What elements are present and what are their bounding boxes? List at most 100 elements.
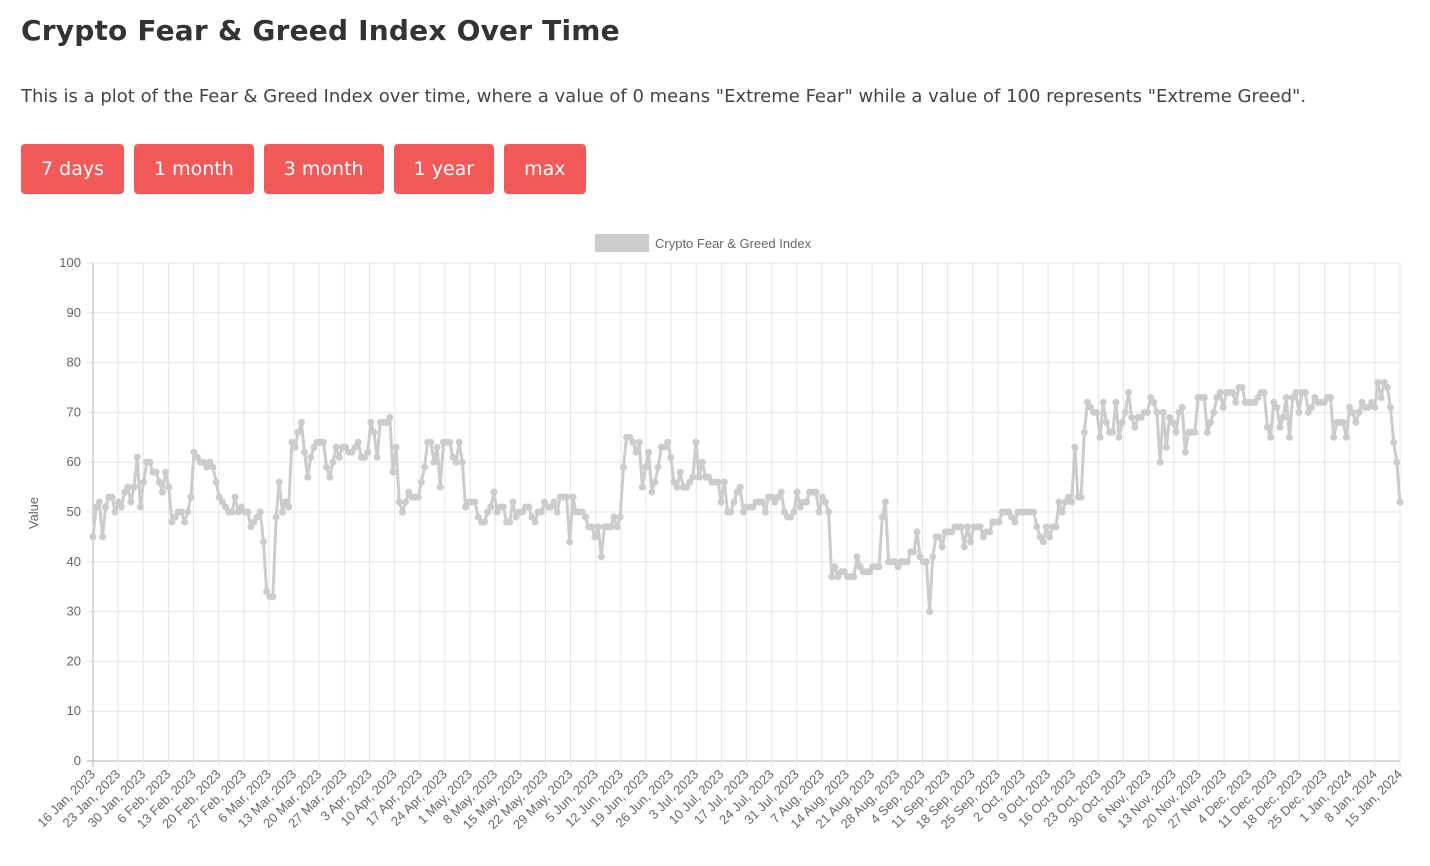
data-point[interactable] [995,518,1003,526]
data-point[interactable] [474,513,482,521]
data-point[interactable] [405,488,413,496]
data-point[interactable] [550,498,558,506]
data-point[interactable] [929,553,937,561]
data-point[interactable] [976,523,984,531]
data-point[interactable] [212,478,220,486]
data-point[interactable] [1039,538,1047,546]
data-point[interactable] [181,518,189,526]
data-point[interactable] [433,443,441,451]
data-point[interactable] [285,503,293,511]
data-point[interactable] [297,418,305,426]
data-point[interactable] [263,588,271,596]
data-point[interactable] [815,508,823,516]
data-point[interactable] [774,493,782,501]
data-point[interactable] [108,493,116,501]
data-point[interactable] [168,518,176,526]
data-point[interactable] [645,448,653,456]
data-point[interactable] [458,458,466,466]
data-point[interactable] [1267,433,1275,441]
data-point[interactable] [351,443,359,451]
data-point[interactable] [654,463,662,471]
data-point[interactable] [1364,403,1372,411]
data-point[interactable] [367,418,375,426]
data-point[interactable] [1339,418,1347,426]
data-point[interactable] [1080,428,1088,436]
data-point[interactable] [310,443,318,451]
data-point[interactable] [1390,438,1398,446]
data-point[interactable] [733,488,741,496]
data-point[interactable] [228,508,236,516]
data-point[interactable] [1286,433,1293,441]
data-point[interactable] [1327,394,1334,401]
data-point[interactable] [1162,443,1170,451]
data-point[interactable] [749,503,757,511]
data-point[interactable] [427,438,435,446]
data-point[interactable] [275,478,283,486]
data-point[interactable] [253,513,261,521]
data-point[interactable] [582,513,589,521]
data-point[interactable] [1342,433,1350,441]
data-point[interactable] [692,438,700,446]
data-point[interactable] [162,468,170,476]
data-point[interactable] [1096,433,1104,441]
data-point[interactable] [881,498,889,506]
data-point[interactable] [1169,418,1177,426]
data-point[interactable] [455,438,463,446]
data-point[interactable] [698,458,706,466]
data-point[interactable] [667,453,675,461]
data-point[interactable] [490,488,498,496]
data-point[interactable] [127,498,135,506]
data-point[interactable] [1301,389,1309,396]
data-point[interactable] [449,453,457,461]
data-point[interactable] [329,458,337,466]
data-point[interactable] [436,483,444,491]
data-point[interactable] [471,498,479,506]
data-point[interactable] [1371,403,1379,411]
data-point[interactable] [913,528,921,536]
data-point[interactable] [777,488,785,496]
data-point[interactable] [664,438,672,446]
data-point[interactable] [828,573,836,581]
data-point[interactable] [237,503,245,511]
data-point[interactable] [190,448,198,456]
data-point[interactable] [531,518,539,526]
data-point[interactable] [499,503,507,511]
data-point[interactable] [689,473,697,481]
data-point[interactable] [648,488,656,496]
data-point[interactable] [537,508,545,516]
data-point[interactable] [1260,389,1268,396]
data-point[interactable] [506,518,514,526]
data-point[interactable] [553,508,561,516]
data-point[interactable] [1349,408,1357,416]
data-point[interactable] [1279,413,1287,421]
data-point[interactable] [705,473,713,481]
data-point[interactable] [831,563,839,571]
data-point[interactable] [304,473,312,481]
data-point[interactable] [1355,408,1363,416]
data-point[interactable] [597,553,605,561]
data-point[interactable] [414,493,422,501]
data-point[interactable] [206,458,214,466]
data-point[interactable] [1377,394,1385,401]
data-point[interactable] [878,513,886,521]
data-point[interactable] [446,438,454,446]
data-point[interactable] [1213,394,1221,401]
data-point[interactable] [642,463,649,471]
data-point[interactable] [1380,379,1388,386]
data-point[interactable] [512,513,520,521]
data-point[interactable] [218,498,226,506]
data-point[interactable] [99,533,106,541]
data-point[interactable] [578,508,586,516]
data-point[interactable] [979,533,987,541]
data-point[interactable] [244,508,252,516]
data-point[interactable] [493,508,501,516]
data-point[interactable] [938,543,946,551]
data-point[interactable] [1137,413,1145,421]
data-point[interactable] [1166,413,1173,421]
range-max-button[interactable]: max [504,144,586,194]
data-point[interactable] [613,523,621,531]
data-point[interactable] [1374,379,1382,386]
data-point[interactable] [875,563,883,571]
data-point[interactable] [430,458,438,466]
data-point[interactable] [1181,448,1189,456]
